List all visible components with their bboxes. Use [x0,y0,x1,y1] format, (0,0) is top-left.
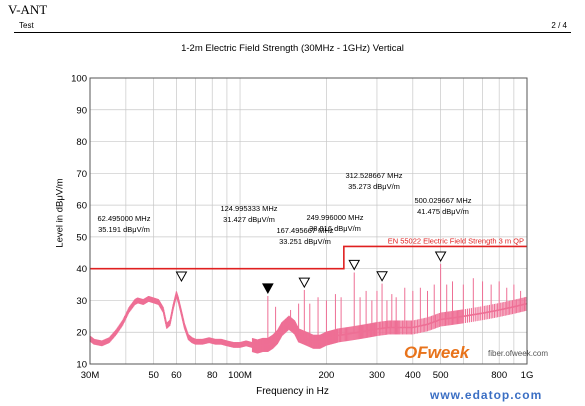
marker-frequency-label: 62.495000 MHz [98,214,151,223]
plot-frame [89,77,528,365]
chart-title: 1-2m Electric Field Strength (30MHz - 1G… [181,43,404,54]
y-tick-label: 30 [76,296,87,307]
y-tick-label: 100 [71,74,87,85]
peak-marker [298,277,311,289]
limit-line [90,245,527,270]
limit-line-label: EN 55022 Electric Field Strength 3 m QP [388,236,524,245]
x-tick-label: 500 [433,370,449,381]
page-number: 2 / 4 [551,21,567,30]
y-tick-label: 10 [76,360,87,371]
x-tick-label: 30M [81,370,100,381]
header-divider [14,32,571,33]
header-title: V-ANT [8,2,48,17]
y-tick-label: 40 [76,264,87,275]
peak-marker [434,251,447,263]
x-tick-label: 400 [405,370,421,381]
peak-marker [175,271,188,282]
header-subtitle: Test [19,21,34,30]
marker-level-label: 35.191 dBμV/m [98,225,150,234]
marker-frequency-label: 167.495667 MHz [276,226,333,235]
y-tick-label: 90 [76,105,87,116]
marker-level-label: 33.251 dBμV/m [279,237,331,246]
peak-marker [261,283,274,294]
marker-level-label: 31.427 dBμV/m [223,215,275,224]
x-tick-label: 300 [369,370,385,381]
trace-line [89,291,528,348]
y-tick-label: 50 [76,232,87,243]
marker-level-label: 38.816 dBμV/m [309,224,361,233]
marker-level-label: 41.475 dBμV/m [417,207,469,216]
y-tick-label: 20 [76,328,87,339]
x-tick-label: 60 [171,370,182,381]
y-tick-label: 80 [76,137,87,148]
x-tick-label: 100M [228,370,252,381]
watermark-brand: OFweek [404,343,470,362]
x-tick-label: 50 [148,370,159,381]
x-axis-label: Frequency in Hz [256,386,329,397]
marker-frequency-label: 500.029667 MHz [414,196,471,205]
x-tick-label: 800 [491,370,507,381]
x-tick-label: 1G [521,370,534,381]
marker-frequency-label: 249.996000 MHz [306,213,363,222]
peak-marker [348,259,361,271]
marker-frequency-label: 312.528667 MHz [345,171,402,180]
marker-level-label: 35.273 dBμV/m [348,182,400,191]
marker-frequency-label: 124.995333 MHz [220,204,277,213]
watermark-url: fiber.ofweek.com [488,349,549,358]
watermark-site: www.edatop.com [430,388,543,402]
y-tick-label: 60 [76,201,87,212]
peak-marker [376,271,388,282]
x-tick-label: 80 [207,370,218,381]
x-tick-label: 200 [318,370,334,381]
y-tick-label: 70 [76,169,87,180]
